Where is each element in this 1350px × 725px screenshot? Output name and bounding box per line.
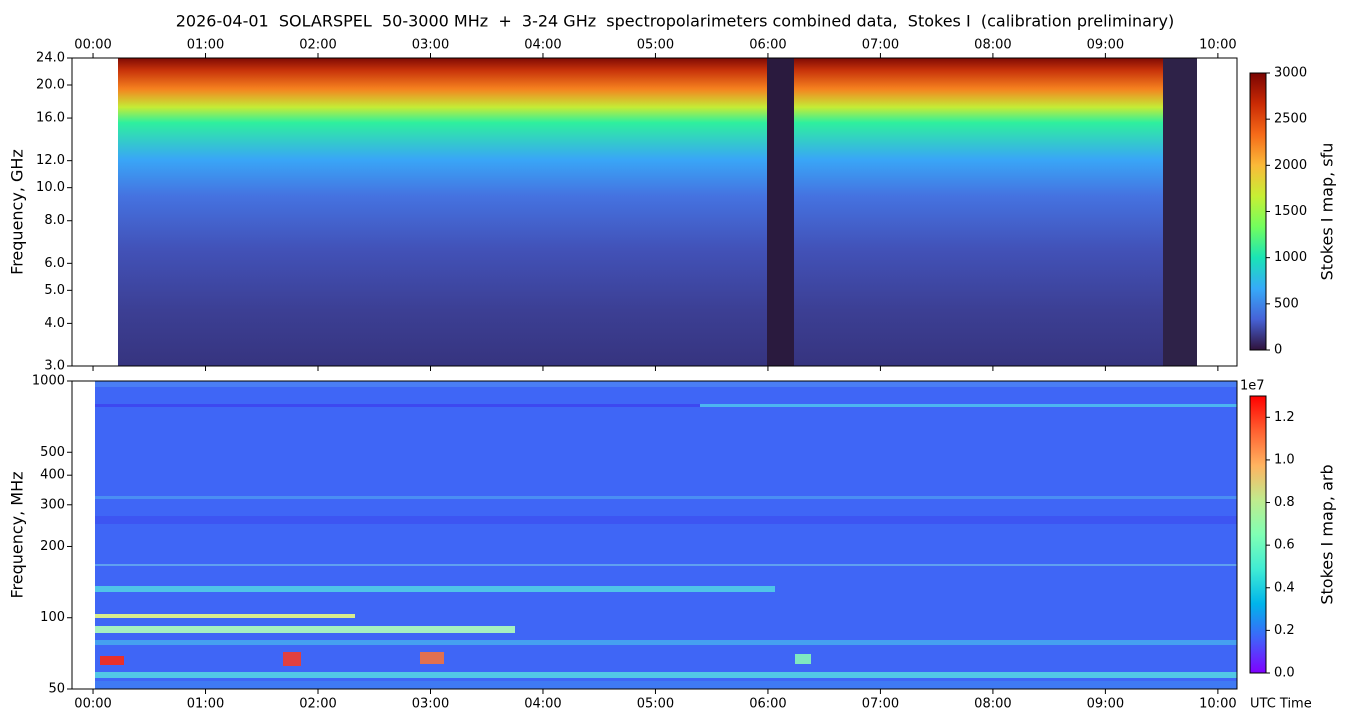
colorbar-tick-label: 0 — [1274, 343, 1282, 358]
y-tick-label: 5.0 — [44, 283, 65, 298]
x-tick-label: 00:00 — [74, 38, 111, 53]
y-tick-label: 16.0 — [36, 111, 65, 126]
colorbar — [1249, 72, 1267, 351]
colorbar-label: Stokes I map, sfu — [1318, 143, 1337, 281]
band — [95, 496, 1237, 499]
colorbar-tick-label: 3000 — [1274, 66, 1307, 81]
colorbar-label: Stokes I map, arb — [1318, 464, 1337, 604]
y-tick-label: 500 — [40, 445, 65, 460]
band — [95, 672, 1237, 678]
burst — [283, 652, 301, 666]
y-tick-label: 1000 — [32, 374, 65, 389]
y-axis-label: Frequency, GHz — [8, 149, 27, 275]
colorbar-tick-label: 2000 — [1274, 158, 1307, 173]
x-tick-label: 05:00 — [637, 38, 674, 53]
colorbar-tick-label: 0.8 — [1274, 495, 1295, 510]
x-tick-label: 04:00 — [524, 38, 561, 53]
burst — [795, 654, 811, 664]
colorbar-tick-label: 500 — [1274, 296, 1299, 311]
axes-frame — [71, 380, 1238, 690]
burst — [420, 652, 444, 664]
band — [95, 516, 1237, 524]
y-tick-label: 24.0 — [36, 51, 65, 66]
colorbar — [1249, 395, 1267, 674]
colorbar-tick-label: 2500 — [1274, 112, 1307, 127]
burst — [100, 656, 124, 665]
data-gap — [767, 58, 794, 366]
x-tick-label: 10:00 — [1199, 697, 1236, 712]
x-tick-label: 07:00 — [862, 697, 899, 712]
y-tick-label: 4.0 — [44, 316, 65, 331]
y-tick-label: 20.0 — [36, 78, 65, 93]
y-tick-label: 8.0 — [44, 213, 65, 228]
x-tick-label: 07:00 — [862, 38, 899, 53]
y-tick-label: 10.0 — [36, 180, 65, 195]
band — [95, 564, 1237, 566]
heatmap-bottom — [95, 381, 1237, 689]
x-tick-label: 08:00 — [974, 38, 1011, 53]
data-gap — [1163, 58, 1197, 366]
heatmap-top — [118, 58, 1197, 366]
colorbar-tick-label: 0.6 — [1274, 538, 1295, 553]
x-tick-label: 05:00 — [637, 697, 674, 712]
colorbar-tick-label: 0.2 — [1274, 623, 1295, 638]
band — [95, 626, 515, 633]
x-tick-label: 02:00 — [299, 697, 336, 712]
band — [95, 640, 1237, 645]
x-tick-label: 06:00 — [749, 697, 786, 712]
colorbar-tick-label: 0.4 — [1274, 580, 1295, 595]
band — [95, 404, 1237, 407]
y-tick-label: 400 — [40, 468, 65, 483]
y-tick-label: 50 — [48, 682, 65, 697]
y-tick-label: 12.0 — [36, 153, 65, 168]
colorbar-offset: 1e7 — [1240, 379, 1265, 394]
spectrogram — [118, 58, 1197, 366]
band — [95, 381, 1237, 387]
x-tick-label: 03:00 — [412, 697, 449, 712]
axes-frame — [71, 57, 1238, 367]
band — [95, 614, 355, 618]
y-tick-label: 100 — [40, 610, 65, 625]
x-axis-label: UTC Time — [1250, 697, 1312, 712]
colorbar-tick-label: 1.0 — [1274, 452, 1295, 467]
chart-title: 2026-04-01 SOLARSPEL 50-3000 MHz + 3-24 … — [176, 12, 1175, 31]
y-tick-label: 3.0 — [44, 359, 65, 374]
y-tick-label: 200 — [40, 539, 65, 554]
x-tick-label: 04:00 — [524, 697, 561, 712]
colorbar-tick-label: 0.0 — [1274, 666, 1295, 681]
y-axis-label: Frequency, MHz — [8, 471, 27, 598]
x-tick-label: 01:00 — [187, 697, 224, 712]
x-tick-label: 06:00 — [749, 38, 786, 53]
x-tick-label: 10:00 — [1199, 38, 1236, 53]
x-tick-label: 00:00 — [74, 697, 111, 712]
x-tick-label: 01:00 — [187, 38, 224, 53]
band — [700, 404, 1237, 407]
x-tick-label: 08:00 — [974, 697, 1011, 712]
x-tick-label: 02:00 — [299, 38, 336, 53]
colorbar-tick-label: 1.2 — [1274, 410, 1295, 425]
colorbar-tick-label: 1000 — [1274, 250, 1307, 265]
x-tick-label: 09:00 — [1087, 38, 1124, 53]
y-tick-label: 6.0 — [44, 256, 65, 271]
x-tick-label: 09:00 — [1087, 697, 1124, 712]
y-tick-label: 300 — [40, 497, 65, 512]
x-tick-label: 03:00 — [412, 38, 449, 53]
spectrogram — [95, 381, 1237, 689]
band — [95, 681, 1237, 689]
colorbar-tick-label: 1500 — [1274, 204, 1307, 219]
band — [95, 586, 775, 592]
